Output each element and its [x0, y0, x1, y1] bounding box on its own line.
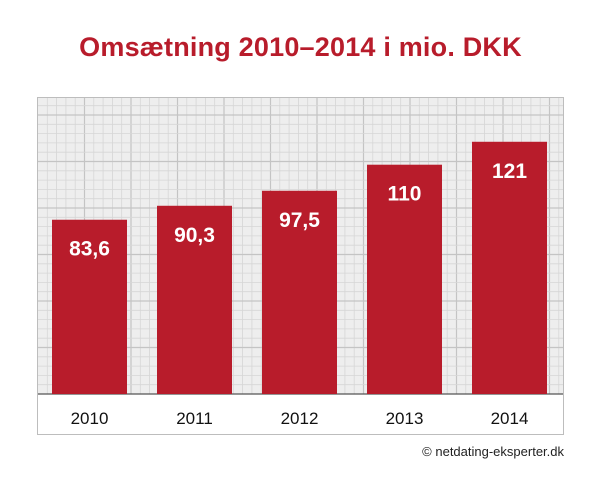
bar-2012: [262, 190, 337, 394]
bar-2014: [472, 141, 547, 394]
chart-title: Omsætning 2010–2014 i mio. DKK: [79, 32, 522, 62]
data-label-2011: 90,3: [174, 224, 215, 247]
x-tick-label-2013: 2013: [386, 409, 424, 428]
data-label-2014: 121: [492, 160, 527, 183]
x-tick-label-2012: 2012: [281, 409, 319, 428]
bar-2011: [157, 205, 232, 394]
bar-2013: [367, 164, 442, 394]
x-tick-label-2011: 2011: [176, 409, 213, 428]
value-labels: 83,6 90,3 97,5 110 121: [69, 160, 527, 261]
copyright-note: © netdating-eksperter.dk: [422, 444, 564, 459]
bars: [52, 141, 547, 394]
data-label-2010: 83,6: [69, 238, 110, 261]
bar-2010: [52, 219, 127, 394]
data-label-2012: 97,5: [279, 209, 320, 232]
x-tick-label-2014: 2014: [491, 409, 529, 428]
x-axis-ticks: 2010 2011 2012 2013 2014: [71, 409, 529, 428]
x-tick-label-2010: 2010: [71, 409, 109, 428]
data-label-2013: 110: [388, 183, 422, 206]
